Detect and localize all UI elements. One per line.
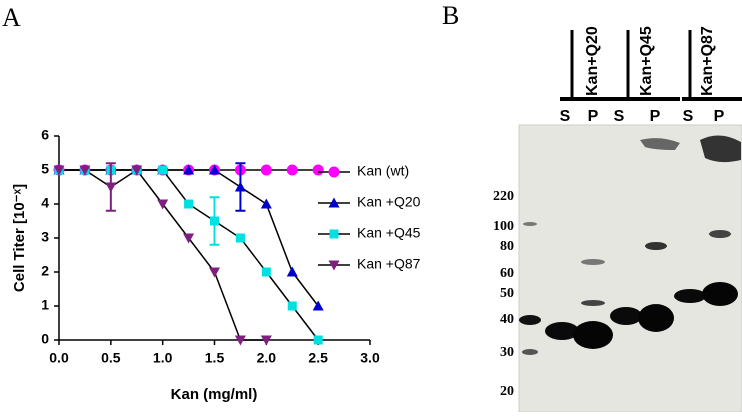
ladder-label: 40 bbox=[500, 312, 514, 327]
marker bbox=[158, 165, 168, 175]
x-axis-label: Kan (mg/ml) bbox=[171, 386, 258, 403]
marker bbox=[312, 300, 324, 311]
marker bbox=[234, 181, 246, 192]
ladder-label: 30 bbox=[500, 345, 514, 360]
fraction-label: S bbox=[614, 108, 625, 125]
marker bbox=[53, 165, 65, 176]
panel-label: B bbox=[442, 1, 459, 30]
ladder-label: 100 bbox=[493, 219, 514, 234]
legend-label: Kan (wt) bbox=[357, 163, 409, 179]
y-tick-label: 1 bbox=[41, 297, 49, 313]
series-line bbox=[59, 169, 319, 341]
legend-label: Kan +Q87 bbox=[357, 256, 421, 272]
y-tick-label: 5 bbox=[41, 161, 49, 177]
y-axis-label: Cell Titer [10⁻ˣ] bbox=[11, 184, 28, 292]
lane-header: Kan+Q20 bbox=[584, 26, 601, 96]
y-tick-label: 4 bbox=[41, 195, 49, 211]
marker bbox=[183, 164, 195, 175]
x-tick-label: 2.0 bbox=[257, 350, 277, 366]
ladder-label: 220 bbox=[493, 189, 514, 204]
panel-label: A bbox=[2, 3, 21, 32]
series-line bbox=[59, 168, 267, 341]
ladder-label: 50 bbox=[500, 286, 514, 301]
fraction-label: S bbox=[683, 108, 694, 125]
marker bbox=[260, 164, 272, 176]
x-tick-label: 0.5 bbox=[101, 350, 121, 366]
marker bbox=[286, 266, 298, 277]
marker bbox=[329, 229, 339, 239]
marker bbox=[79, 165, 91, 176]
marker bbox=[328, 166, 340, 178]
marker bbox=[131, 165, 143, 176]
fraction-label: P bbox=[650, 108, 661, 125]
x-tick-label: 1.5 bbox=[205, 350, 225, 366]
fraction-label: P bbox=[714, 108, 725, 125]
marker bbox=[313, 335, 323, 345]
lane-header: Kan+Q45 bbox=[638, 26, 655, 96]
marker bbox=[183, 233, 195, 244]
marker bbox=[234, 335, 246, 346]
x-tick-label: 1.0 bbox=[153, 350, 173, 366]
marker bbox=[328, 260, 340, 271]
marker bbox=[105, 182, 117, 193]
ladder-label: 80 bbox=[500, 239, 514, 254]
legend-label: Kan +Q20 bbox=[357, 194, 421, 210]
x-tick-label: 3.0 bbox=[360, 350, 380, 366]
marker bbox=[328, 197, 340, 208]
fraction-label: S bbox=[560, 108, 571, 125]
marker bbox=[260, 198, 272, 209]
y-tick-label: 0 bbox=[41, 331, 49, 347]
marker bbox=[157, 199, 169, 210]
marker bbox=[210, 216, 219, 226]
marker bbox=[286, 164, 298, 176]
y-tick-label: 3 bbox=[41, 229, 49, 245]
y-tick-label: 2 bbox=[41, 263, 49, 279]
blot bbox=[518, 30, 742, 413]
marker bbox=[209, 267, 220, 278]
legend-label: Kan +Q45 bbox=[357, 225, 421, 241]
marker bbox=[235, 233, 245, 243]
fraction-label: P bbox=[588, 108, 599, 125]
marker bbox=[209, 164, 220, 175]
marker bbox=[261, 267, 271, 277]
ladder-label: 60 bbox=[500, 266, 514, 281]
marker bbox=[312, 164, 324, 176]
lane-header: Kan+Q87 bbox=[699, 26, 716, 96]
x-tick-label: 0.0 bbox=[49, 350, 69, 366]
y-tick-label: 6 bbox=[41, 127, 49, 143]
marker bbox=[184, 199, 194, 209]
marker bbox=[287, 301, 297, 311]
x-tick-label: 2.5 bbox=[308, 350, 328, 366]
marker bbox=[260, 335, 272, 346]
ladder-label: 20 bbox=[500, 384, 514, 399]
